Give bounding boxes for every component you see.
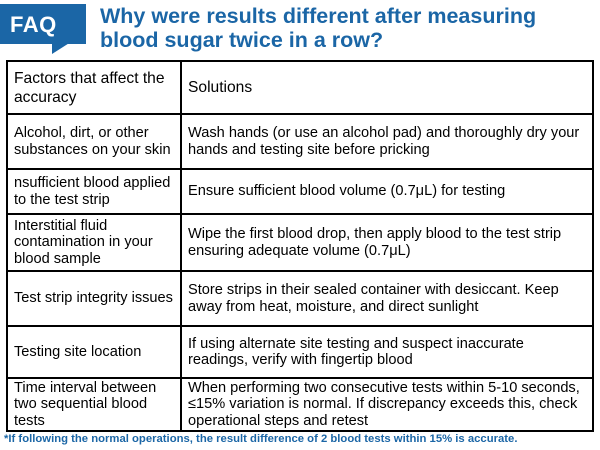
factor-cell: Testing site location <box>6 325 182 379</box>
footnote: *If following the normal operations, the… <box>4 433 518 445</box>
solution-cell: If using alternate site testing and susp… <box>180 325 594 379</box>
table-row: Interstitial fluid contamination in your… <box>6 213 594 272</box>
table-row: Testing site location If using alternate… <box>6 325 594 379</box>
factor-cell: nsufficient blood applied to the test st… <box>6 168 182 215</box>
column-header-solutions: Solutions <box>180 60 594 115</box>
table-row: nsufficient blood applied to the test st… <box>6 168 594 215</box>
table-row: Time interval between two sequential blo… <box>6 377 594 432</box>
factor-cell: Test strip integrity issues <box>6 270 182 327</box>
solution-cell: Store strips in their sealed container w… <box>180 270 594 327</box>
solution-cell: When performing two consecutive tests wi… <box>180 377 594 432</box>
faq-table: Factors that affect the accuracy Solutio… <box>6 60 594 432</box>
table-header-row: Factors that affect the accuracy Solutio… <box>6 60 594 115</box>
factor-cell: Interstitial fluid contamination in your… <box>6 213 182 272</box>
factor-cell: Alcohol, dirt, or other substances on yo… <box>6 113 182 170</box>
factor-cell: Time interval between two sequential blo… <box>6 377 182 432</box>
solution-cell: Ensure sufficient blood volume (0.7μL) f… <box>180 168 594 215</box>
solution-cell: Wipe the first blood drop, then apply bl… <box>180 213 594 272</box>
solution-cell: Wash hands (or use an alcohol pad) and t… <box>180 113 594 170</box>
faq-badge-tail <box>52 40 74 54</box>
page-title: Why were results different after measuri… <box>100 4 537 52</box>
faq-badge-label: FAQ <box>10 12 57 37</box>
column-header-factors: Factors that affect the accuracy <box>6 60 182 115</box>
table-row: Alcohol, dirt, or other substances on yo… <box>6 113 594 170</box>
faq-badge: FAQ <box>0 4 86 44</box>
table-row: Test strip integrity issues Store strips… <box>6 270 594 327</box>
